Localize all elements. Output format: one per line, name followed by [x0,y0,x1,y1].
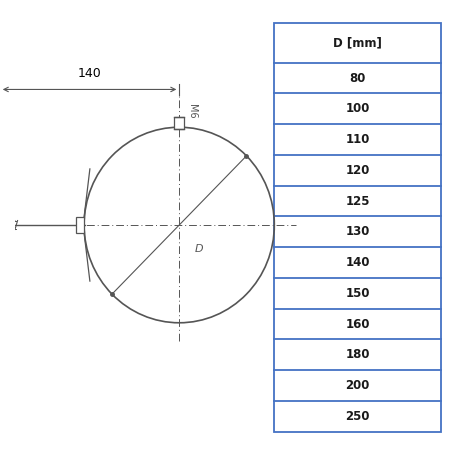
Text: 100: 100 [345,102,370,115]
Text: M6: M6 [187,104,197,118]
Text: 80: 80 [349,72,366,85]
Text: 140: 140 [78,67,101,80]
Bar [274,23,441,432]
Text: 160: 160 [345,318,370,331]
Text: 150: 150 [345,287,370,300]
Text: D [mm]: D [mm] [333,36,382,49]
Text: D: D [194,244,203,254]
Text: 250: 250 [345,410,370,423]
Bar [76,216,84,234]
Text: 180: 180 [345,348,370,361]
Text: 125: 125 [345,194,370,207]
Text: 200: 200 [345,379,370,392]
Text: 110: 110 [345,133,370,146]
Text: 120: 120 [345,164,370,177]
Text: 130: 130 [345,225,370,238]
Bar [175,117,184,129]
Text: 140: 140 [345,256,370,269]
